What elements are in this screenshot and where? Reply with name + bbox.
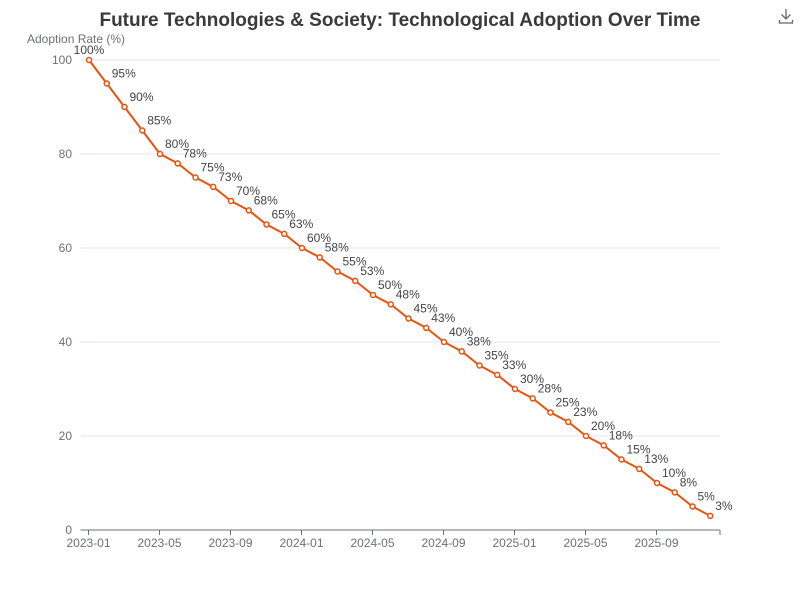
data-label: 45% <box>414 302 438 316</box>
data-point <box>192 174 199 181</box>
data-point <box>423 324 430 332</box>
y-tick-label: 100 <box>52 53 72 67</box>
data-label: 73% <box>218 170 242 184</box>
data-label: 35% <box>485 349 509 363</box>
y-axis-label: Adoption Rate (%) <box>27 32 125 46</box>
data-point <box>458 348 465 355</box>
data-point <box>529 395 536 402</box>
data-point <box>227 197 235 205</box>
y-tick-label: 60 <box>59 241 73 255</box>
data-label: 65% <box>272 208 296 222</box>
data-label: 18% <box>609 428 633 442</box>
axes: 0 20 40 60 80 100 2023-01 2023-05 2023-09 2024-01… <box>52 53 721 550</box>
y-tick-label: 40 <box>59 335 73 349</box>
data-point <box>334 268 341 275</box>
data-label: 5% <box>698 490 716 504</box>
data-label: 10% <box>662 466 686 480</box>
data-point <box>653 479 661 487</box>
series-line <box>88 59 711 517</box>
data-label: 50% <box>378 278 402 292</box>
series-line-path <box>88 59 711 517</box>
data-point <box>618 456 625 463</box>
data-point <box>139 127 146 134</box>
data-point <box>582 432 590 440</box>
data-point <box>281 230 288 238</box>
data-label: 78% <box>183 146 207 160</box>
data-point <box>298 244 306 252</box>
data-label: 28% <box>538 381 562 395</box>
data-point <box>245 207 252 214</box>
data-point <box>689 503 696 510</box>
data-point <box>494 371 501 379</box>
x-tick-label: 2024-05 <box>350 536 394 550</box>
data-point <box>174 160 181 167</box>
data-label: 60% <box>307 231 331 245</box>
data-label: 30% <box>520 372 544 386</box>
data-label: 63% <box>289 217 313 231</box>
data-label: 85% <box>147 114 171 128</box>
data-point <box>671 489 678 496</box>
x-tick-label: 2023-05 <box>137 536 181 550</box>
data-point <box>103 80 110 87</box>
data-label: 40% <box>449 325 473 339</box>
data-point <box>387 301 394 308</box>
data-point <box>316 254 323 261</box>
data-label: 55% <box>343 255 367 269</box>
data-point <box>636 465 643 473</box>
x-tick-label: 2024-01 <box>279 536 323 550</box>
data-label: 20% <box>591 419 615 433</box>
download-icon[interactable] <box>776 6 796 26</box>
data-point <box>565 418 572 426</box>
data-point <box>707 512 714 520</box>
data-point <box>85 56 93 64</box>
data-label: 48% <box>396 287 420 301</box>
y-tick-label: 80 <box>59 147 73 161</box>
data-point <box>263 221 270 228</box>
data-point <box>547 409 554 416</box>
data-label: 38% <box>467 334 491 348</box>
data-point <box>405 315 412 322</box>
data-label: 23% <box>573 405 597 419</box>
data-label: 3% <box>715 499 733 513</box>
data-label: 53% <box>360 264 384 278</box>
x-tick-label: 2025-01 <box>492 536 536 550</box>
data-label: 95% <box>112 67 136 81</box>
data-point <box>352 277 359 285</box>
x-tick-label: 2023-09 <box>208 536 252 550</box>
data-label: 90% <box>130 90 154 104</box>
data-point <box>476 362 483 369</box>
grid-lines <box>80 59 720 437</box>
data-label: 43% <box>431 311 455 325</box>
data-point <box>156 150 164 158</box>
data-point <box>511 385 519 393</box>
data-label: 100% <box>74 43 105 57</box>
data-point <box>369 291 377 299</box>
data-label: 68% <box>254 193 278 207</box>
y-tick-label: 0 <box>65 523 72 537</box>
x-tick-label: 2025-05 <box>563 536 607 550</box>
data-point <box>121 103 128 111</box>
x-tick-label: 2024-09 <box>421 536 465 550</box>
data-label: 8% <box>680 475 698 489</box>
x-tick-label: 2023-01 <box>66 536 110 550</box>
data-label: 80% <box>165 137 189 151</box>
data-point <box>600 442 607 449</box>
x-tick-label: 2025-09 <box>634 536 678 550</box>
data-point <box>210 183 217 191</box>
data-point <box>440 338 448 346</box>
data-label: 33% <box>502 358 526 372</box>
data-label: 75% <box>201 161 225 175</box>
data-label: 25% <box>556 396 580 410</box>
chart-title: Future Technologies & Society: Technolog… <box>99 10 701 31</box>
data-labels: 100% 95% 90% 85% 80%78%75%73%70%68%65%63%60%… <box>74 43 733 513</box>
y-tick-label: 20 <box>59 429 73 443</box>
data-label: 13% <box>644 452 668 466</box>
data-label: 70% <box>236 184 260 198</box>
data-label: 58% <box>325 240 349 254</box>
series-points <box>85 56 714 520</box>
data-label: 15% <box>627 443 651 457</box>
